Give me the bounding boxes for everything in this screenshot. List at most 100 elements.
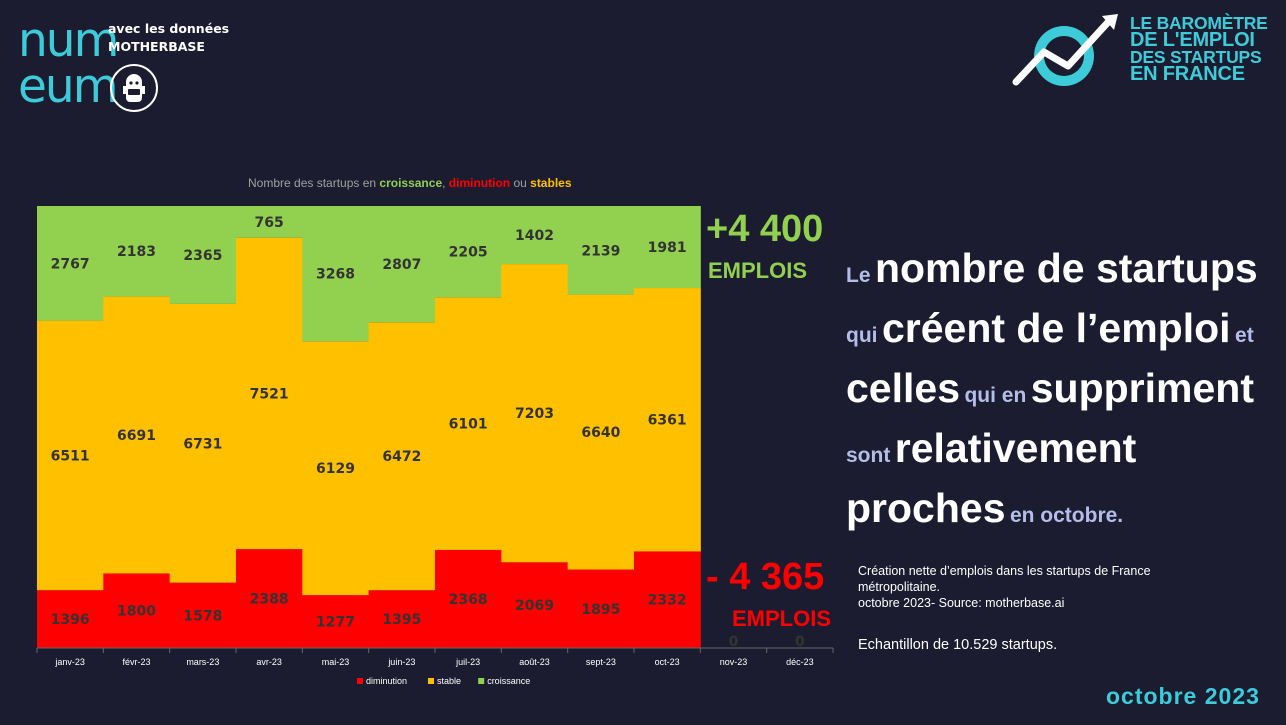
chart-title-sep1: ,	[442, 176, 449, 190]
chart-title-diminution: diminution	[448, 176, 511, 190]
x-tick-label: sept-23	[586, 657, 616, 667]
bar-label-croissance: 1981	[648, 240, 687, 256]
data-credit-line-2: MOTHERBASE	[108, 39, 205, 54]
bar-croissance	[501, 206, 569, 265]
data-credit-line-1: avec les données	[108, 21, 230, 36]
x-tick-label: mars-23	[186, 657, 219, 667]
bar-label-stable: 6731	[183, 436, 222, 452]
bar-label-stable: 0	[795, 634, 805, 650]
bar-label-diminution: 2368	[449, 592, 488, 608]
bar-croissance	[302, 206, 370, 342]
bar-croissance	[169, 206, 237, 304]
chart-title-croissance: croissance	[379, 176, 443, 190]
bar-diminution	[302, 595, 370, 648]
headline: Le nombre de startups qui créent de l’em…	[846, 243, 1276, 543]
legend-swatch-stable	[428, 678, 434, 684]
bar-diminution	[501, 562, 569, 648]
bar-label-stable: 6691	[117, 428, 156, 444]
barometre-line-1: LE BAROMÈTRE	[1130, 13, 1268, 33]
bar-label-stable: 6640	[581, 425, 620, 441]
barometre-title: LE BAROMÈTRE DE L'EMPLOI DES STARTUPS EN…	[1130, 13, 1268, 85]
bar-stable	[236, 237, 303, 550]
bar-label-croissance: 3268	[316, 267, 355, 283]
bar-stable	[302, 341, 370, 596]
x-tick-label: déc-23	[786, 657, 814, 667]
x-tick-label: févr-23	[122, 657, 150, 667]
net-loss-value: - 4 365	[706, 556, 825, 598]
bar-label-diminution: 2069	[515, 598, 554, 614]
bar-label-croissance: 2139	[581, 243, 620, 259]
motherbase-robot-icon	[110, 64, 158, 112]
stacked-bar-chart: janv-23 févr-23 mars-23 avr-23 mai-23 juin-23…	[36, 206, 834, 686]
bar-label-stable: 6101	[449, 417, 488, 433]
legend-swatch-diminution	[357, 678, 363, 684]
bar-diminution	[567, 569, 635, 648]
bar-croissance	[103, 206, 171, 297]
headline-w3: qui	[846, 324, 878, 347]
chart-title-sep2: ou	[510, 176, 531, 190]
x-tick-label: nov-23	[720, 657, 748, 667]
bar-label-diminution: 0	[795, 634, 805, 650]
x-tick-label: oct-23	[655, 657, 680, 667]
bar-croissance	[37, 206, 104, 321]
barometre-line-3: DES STARTUPS	[1130, 47, 1262, 67]
bar-stable	[169, 303, 237, 583]
bar-label-diminution: 1396	[51, 612, 90, 628]
data-credit: avec les données MOTHERBASE	[108, 20, 229, 56]
bar-diminution	[37, 590, 104, 648]
headline-w10: relativement	[894, 425, 1137, 471]
bar-label-stable: 7521	[250, 386, 289, 402]
bar-diminution	[169, 582, 237, 648]
x-tick-label: juil-23	[455, 657, 480, 667]
bar-label-stable: 6472	[382, 449, 421, 465]
bar-label-croissance: 2365	[183, 248, 222, 264]
barometre-line-4: EN FRANCE	[1130, 63, 1245, 85]
bar-label-diminution: 1277	[316, 615, 355, 631]
bar-label-croissance: 1402	[515, 228, 554, 244]
bar-stable	[567, 294, 635, 570]
net-loss-unit: EMPLOIS	[732, 606, 832, 631]
bar-label-diminution: 1895	[581, 602, 620, 618]
bar-label-diminution: 1578	[183, 608, 222, 624]
chart-title-stables: stables	[530, 176, 572, 190]
bar-stable	[634, 288, 701, 552]
headline-w9: sont	[846, 444, 891, 467]
headline-w11: proches	[846, 485, 1006, 531]
report-date: octobre 2023	[1106, 683, 1260, 709]
x-tick-label: juin-23	[387, 657, 415, 667]
bar-label-croissance: 2205	[449, 245, 488, 261]
bar-label-diminution: 2388	[250, 592, 289, 608]
logo-line-1: num	[18, 13, 119, 68]
source-note: Création nette d’emplois dans les startu…	[858, 563, 1218, 611]
net-gain-unit: EMPLOIS	[708, 258, 808, 283]
bar-label-croissance: 0	[795, 634, 805, 650]
barometre-trend-icon	[1010, 14, 1122, 94]
bar-stable	[368, 322, 436, 591]
bar-diminution	[435, 549, 502, 648]
headline-w4: créent de l’emploi	[881, 305, 1231, 351]
chart-title: Nombre des startups en croissance, dimin…	[248, 176, 572, 190]
headline-w8: suppriment	[1030, 365, 1254, 411]
bar-diminution	[236, 549, 303, 648]
legend-swatch-croissance	[478, 678, 485, 684]
bar-diminution	[634, 551, 701, 648]
logo-line-2: eum	[18, 59, 119, 114]
headline-w1: Le	[846, 264, 871, 287]
bar-label-diminution: 2332	[648, 593, 687, 609]
legend-label-diminution: diminution	[366, 676, 407, 686]
bar-croissance	[236, 206, 303, 238]
bar-label-stable: 6129	[316, 461, 355, 477]
bar-label-diminution: 1395	[382, 612, 421, 628]
legend-label-croissance: croissance	[487, 676, 530, 686]
legend-label-stable: stable	[437, 676, 461, 686]
numeum-logo: num eum	[18, 13, 119, 114]
bar-label-stable: 7203	[515, 406, 554, 422]
bar-stable	[37, 320, 104, 591]
bar-croissance	[567, 206, 635, 295]
headline-w12: en octobre.	[1009, 504, 1124, 527]
bar-croissance	[634, 206, 701, 289]
bar-label-croissance: 2807	[382, 257, 421, 273]
headline-w5: et	[1235, 324, 1254, 347]
bar-stable	[501, 264, 569, 563]
bar-label-croissance: 765	[255, 215, 284, 231]
